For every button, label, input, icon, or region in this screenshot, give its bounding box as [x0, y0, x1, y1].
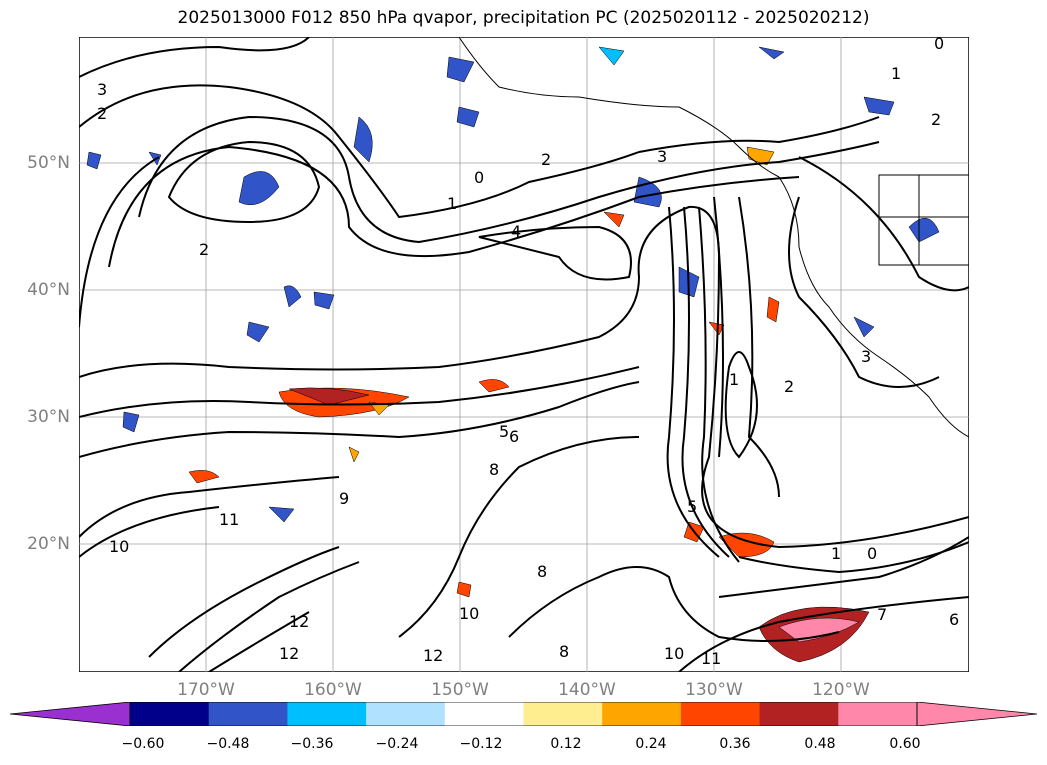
contour-label: 5 — [687, 497, 697, 516]
colorbar-tick: −0.36 — [290, 736, 334, 752]
colorbar-tick: 0.12 — [550, 736, 582, 752]
colorbar-tick: −0.12 — [459, 736, 503, 752]
precip-positive — [188, 146, 870, 663]
contour-label: 5 — [499, 422, 509, 441]
lat-label-20n: 20°N — [27, 534, 70, 554]
colorbar-segment — [602, 702, 682, 726]
contour-label: 0 — [867, 544, 877, 563]
contour-label: 3 — [861, 347, 871, 366]
contour-label: 8 — [489, 460, 499, 479]
lon-label-120w: 120°W — [812, 680, 870, 700]
lon-label-130w: 130°W — [685, 680, 743, 700]
qvapor-contours — [79, 37, 969, 672]
contour-label: 2 — [199, 240, 209, 259]
contour-label: 2 — [541, 150, 551, 169]
lon-label-140w: 140°W — [558, 680, 616, 700]
colorbar — [10, 702, 1037, 726]
map-panel: 3 2 2 0 1 2 3 4 0 1 2 5 6 8 9 11 10 10 1… — [79, 37, 969, 672]
colorbar-tick: −0.60 — [121, 736, 165, 752]
contour-label: 10 — [664, 644, 684, 663]
contour-label: 0 — [474, 168, 484, 187]
contour-label: 2 — [784, 377, 794, 396]
lat-label-50n: 50°N — [27, 153, 70, 173]
colorbar-segments — [10, 702, 1037, 726]
colorbar-segment — [208, 702, 288, 726]
contour-label: 1 — [831, 544, 841, 563]
contour-label: 1 — [891, 64, 901, 83]
contour-label: 12 — [423, 646, 443, 665]
colorbar-segment — [680, 702, 761, 726]
contour-label: 8 — [537, 562, 547, 581]
colorbar-segment — [444, 702, 524, 726]
colorbar-tick: −0.48 — [206, 736, 250, 752]
contour-label: 6 — [509, 427, 519, 446]
contour-label: 1 — [447, 194, 457, 213]
contour-label: 0 — [934, 37, 944, 53]
colorbar-tick: 0.48 — [804, 736, 836, 752]
contour-label: 7 — [877, 605, 887, 624]
state-boundaries — [878, 174, 969, 266]
contour-label: 10 — [459, 604, 479, 623]
colorbar-tick: 0.36 — [719, 736, 751, 752]
contour-label: 2 — [97, 104, 107, 123]
map-title: 2025013000 F012 850 hPa qvapor, precipit… — [177, 8, 870, 28]
contour-label: 11 — [701, 649, 721, 668]
lon-label-170w: 170°W — [177, 680, 235, 700]
coastline — [458, 37, 969, 438]
colorbar-segment — [838, 702, 918, 726]
contour-label: 12 — [289, 612, 309, 631]
contour-label: 2 — [931, 110, 941, 129]
lat-label-40n: 40°N — [27, 280, 70, 300]
colorbar-segment — [287, 702, 367, 726]
contour-label: 3 — [97, 80, 107, 99]
precip-negative — [86, 46, 940, 523]
contour-label: 3 — [657, 147, 667, 166]
colorbar-frame — [129, 702, 918, 726]
contour-label: 12 — [279, 644, 299, 663]
contour-label: 10 — [109, 537, 129, 556]
contour-label: 9 — [339, 489, 349, 508]
colorbar-extension-min — [10, 702, 131, 726]
colorbar-tick: 0.24 — [635, 736, 667, 752]
contour-label: 6 — [949, 610, 959, 629]
lon-label-160w: 160°W — [304, 680, 362, 700]
colorbar-segment — [130, 702, 210, 726]
colorbar-segment — [366, 702, 446, 726]
contour-label-group: 3 2 2 0 1 2 3 4 0 1 2 5 6 8 9 11 10 10 1… — [97, 37, 959, 668]
lat-label-30n: 30°N — [27, 407, 70, 427]
colorbar-tick: 0.60 — [889, 736, 921, 752]
colorbar-extension-max — [916, 702, 1037, 726]
colorbar-segment — [523, 702, 603, 726]
colorbar-segment — [759, 702, 839, 726]
contour-label: 8 — [559, 642, 569, 661]
contour-label: 11 — [219, 510, 239, 529]
contour-label: 4 — [511, 222, 521, 241]
colorbar-tick: −0.24 — [375, 736, 419, 752]
lon-label-150w: 150°W — [431, 680, 489, 700]
contour-label: 1 — [729, 370, 739, 389]
